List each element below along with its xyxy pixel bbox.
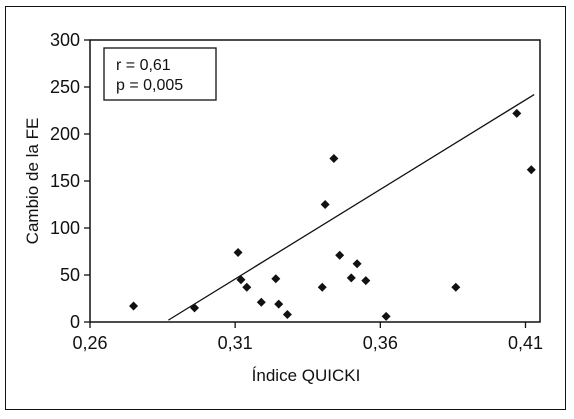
data-point [282, 309, 292, 319]
x-tick-label: 0,41 [508, 333, 543, 353]
data-point [129, 301, 139, 311]
data-point [346, 273, 356, 283]
data-point [451, 282, 461, 292]
data-points [129, 108, 536, 321]
data-point [271, 274, 281, 284]
data-point [320, 200, 330, 209]
data-point [242, 282, 252, 292]
y-tick-label: 200 [50, 124, 80, 144]
x-tick-label: 0,26 [72, 333, 107, 353]
y-tick-label: 0 [70, 312, 80, 332]
data-point [335, 250, 345, 260]
data-point [512, 108, 522, 118]
data-point [236, 275, 246, 285]
x-tick-label: 0,36 [363, 333, 398, 353]
y-axis-label: Cambio de la FE [23, 118, 42, 245]
regression-line [168, 93, 535, 321]
x-tick-label: 0,31 [218, 333, 253, 353]
annotation-box: r = 0,61 p = 0,005 [103, 47, 217, 101]
p-value: p = 0,005 [116, 77, 183, 94]
y-tick-label: 150 [50, 171, 80, 191]
x-axis-label: Índice QUICKI [252, 366, 361, 385]
y-tick-label: 50 [60, 265, 80, 285]
y-tick-label: 250 [50, 77, 80, 97]
data-point [256, 297, 266, 307]
data-point [361, 276, 371, 286]
data-point [274, 299, 284, 309]
data-point [233, 247, 243, 257]
data-point [329, 153, 339, 163]
data-point [190, 303, 200, 313]
data-point [317, 282, 327, 292]
y-tick-label: 300 [50, 30, 80, 50]
x-axis-ticks: 0,26 0,31 0,36 0,41 [72, 322, 543, 353]
y-axis-ticks: 0 50 100 150 200 250 300 [50, 30, 90, 332]
data-point [381, 311, 391, 321]
correlation-r: r = 0,61 [116, 57, 171, 74]
data-point [526, 165, 536, 175]
data-point [352, 259, 362, 269]
y-tick-label: 100 [50, 218, 80, 238]
